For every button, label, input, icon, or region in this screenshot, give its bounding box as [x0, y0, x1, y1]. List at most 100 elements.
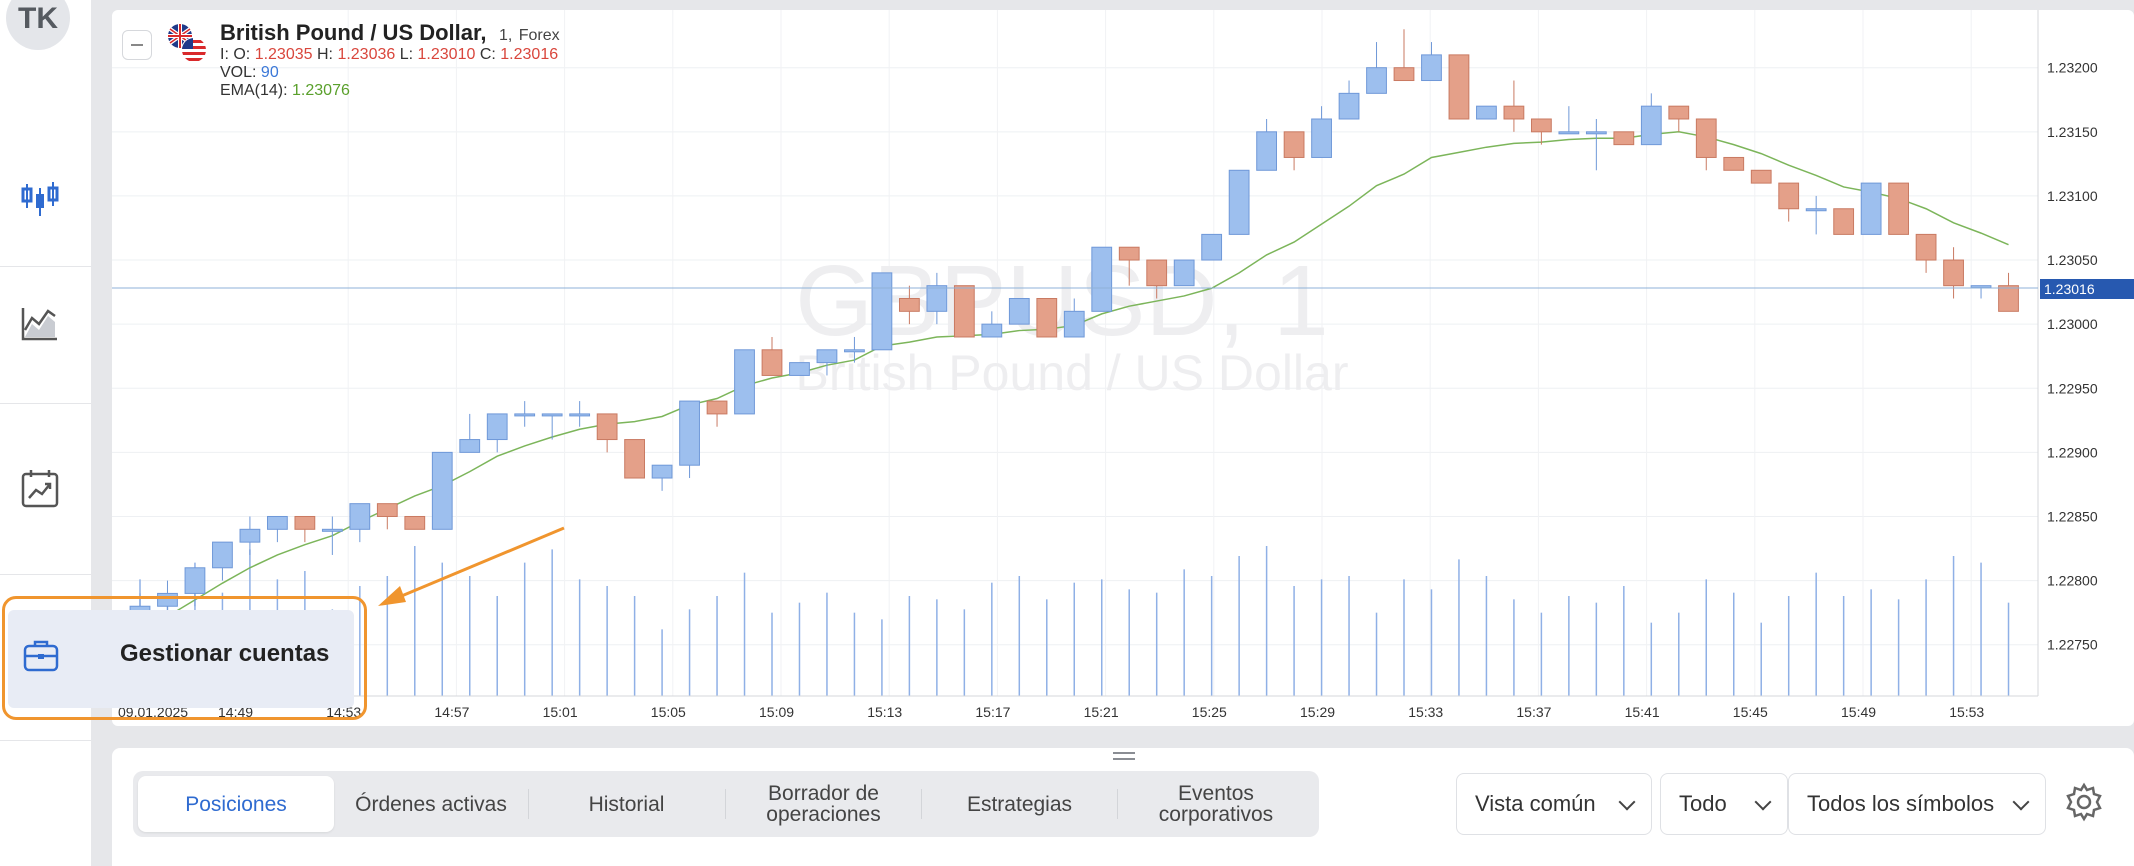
candle-down [1998, 272, 2019, 312]
sidebar-divider [0, 403, 91, 404]
candle-up [1805, 195, 1827, 235]
candle-down [1613, 131, 1635, 146]
tab-posiciones[interactable]: Posiciones [138, 776, 334, 832]
candle-body [294, 515, 316, 530]
candle-down [1668, 105, 1690, 132]
high-value: 1.23036 [337, 46, 396, 63]
annotation-arrow [378, 526, 565, 606]
candle-up [1476, 105, 1497, 120]
time-tick-label: 15:09 [759, 704, 794, 720]
chart-panel[interactable]: GBPUSD, 1 British Pound / US Dollar 1.23… [112, 10, 2134, 726]
candle-body [1558, 131, 1580, 135]
time-tick-label: 15:33 [1408, 704, 1443, 720]
candle-body [1393, 67, 1415, 82]
price-tick-label: 1.23000 [2047, 316, 2098, 332]
candle-body [349, 503, 371, 530]
candle-up [1640, 93, 1662, 146]
tab-eventos-corporativos[interactable]: Eventos corporativos [1158, 782, 1274, 826]
candlestick-chart-icon[interactable] [18, 176, 62, 220]
sidebar-item-manage-accounts[interactable] [8, 610, 354, 708]
settings-gear-icon[interactable] [2064, 782, 2104, 822]
candle-body [1008, 298, 1030, 325]
candle-body [404, 515, 426, 530]
price-tick-label: 1.23100 [2047, 188, 2098, 204]
price-tick-label: 1.22900 [2047, 444, 2098, 460]
briefcase-icon [23, 640, 59, 672]
candle-body [1366, 67, 1387, 94]
candle-down [1393, 29, 1415, 82]
price-tick-label: 1.22800 [2047, 573, 2098, 589]
trend-chart-icon[interactable] [18, 466, 62, 510]
chevron-down-icon [1618, 793, 1636, 811]
left-sidebar: TK [0, 0, 91, 866]
tab-separator [725, 789, 726, 819]
panel-resize-handle[interactable] [1113, 752, 1135, 762]
view-select[interactable]: Vista común [1456, 773, 1652, 835]
candle-up [651, 464, 673, 491]
candle-up [1860, 182, 1882, 235]
candle-body [981, 323, 1003, 338]
candle-body [1750, 169, 1772, 184]
candle-body [926, 285, 948, 312]
candle-body [1091, 246, 1113, 312]
candle-body [1915, 233, 1937, 261]
candle-body [569, 413, 591, 417]
candle-body [1613, 131, 1635, 146]
low-prefix: L: [399, 46, 414, 63]
candles [129, 29, 2019, 645]
area-chart-icon[interactable] [18, 302, 62, 346]
candle-up [1091, 246, 1113, 312]
candle-body [1476, 105, 1497, 120]
candle-up [1228, 169, 1250, 235]
candle-body [761, 349, 783, 376]
candle-body [514, 413, 536, 417]
candle-down [1723, 156, 1745, 171]
candle-body [953, 285, 975, 338]
tab-historial[interactable]: Historial [588, 792, 665, 816]
high-prefix: H: [316, 46, 333, 63]
price-chart[interactable]: GBPUSD, 1 British Pound / US Dollar 1.23… [112, 10, 2134, 726]
candle-up [1201, 233, 1223, 261]
current-price-tag [2040, 279, 2134, 299]
candle-body [651, 464, 673, 479]
candle-up [349, 503, 371, 543]
gbp-usd-flag-icon [168, 24, 207, 63]
candle-down [1833, 208, 1855, 235]
vol-prefix: VOL: [220, 64, 257, 81]
candle-up [321, 516, 343, 555]
time-tick-label: 15:29 [1300, 704, 1335, 720]
candle-down [898, 285, 920, 325]
time-tick-label: 15:53 [1949, 704, 1984, 720]
candle-body [1723, 156, 1745, 171]
candle-body [431, 451, 453, 530]
tab-borrador[interactable]: Borrador de operaciones [766, 782, 881, 826]
candle-up [789, 362, 810, 376]
view-select-value: Vista común [1475, 791, 1596, 816]
candle-body [486, 413, 508, 441]
time-tick-label: 15:49 [1841, 704, 1876, 720]
sidebar-divider [0, 266, 91, 267]
avatar[interactable]: TK [6, 0, 70, 50]
symbols-select[interactable]: Todos los símbolos [1788, 773, 2046, 835]
candle-down [1915, 233, 1937, 273]
candle-body [844, 349, 865, 353]
current-price-label: 1.23016 [2044, 281, 2095, 297]
chevron-down-icon [2012, 793, 2030, 811]
open-value: 1.23035 [254, 46, 313, 63]
candle-up [431, 451, 453, 530]
legend-collapse-button[interactable] [122, 30, 152, 60]
tab-ordenes-activas[interactable]: Órdenes activas [355, 792, 507, 816]
time-tick-label: 15:37 [1516, 704, 1551, 720]
time-tick-label: 15:13 [867, 704, 902, 720]
time-tick-label: 15:01 [543, 704, 578, 720]
candle-body [1805, 208, 1827, 212]
price-tick-label: 1.23050 [2047, 252, 2098, 268]
candle-down [1888, 182, 1910, 235]
watermark-name: British Pound / US Dollar [795, 345, 1348, 401]
filter-select[interactable]: Todo [1660, 773, 1788, 835]
symbol-title: British Pound / US Dollar, [220, 20, 487, 45]
time-tick-label: 14:49 [218, 704, 253, 720]
time-tick-label: 15:05 [651, 704, 686, 720]
interval-label: 1, [498, 27, 513, 44]
tab-estrategias[interactable]: Estrategias [966, 792, 1073, 816]
